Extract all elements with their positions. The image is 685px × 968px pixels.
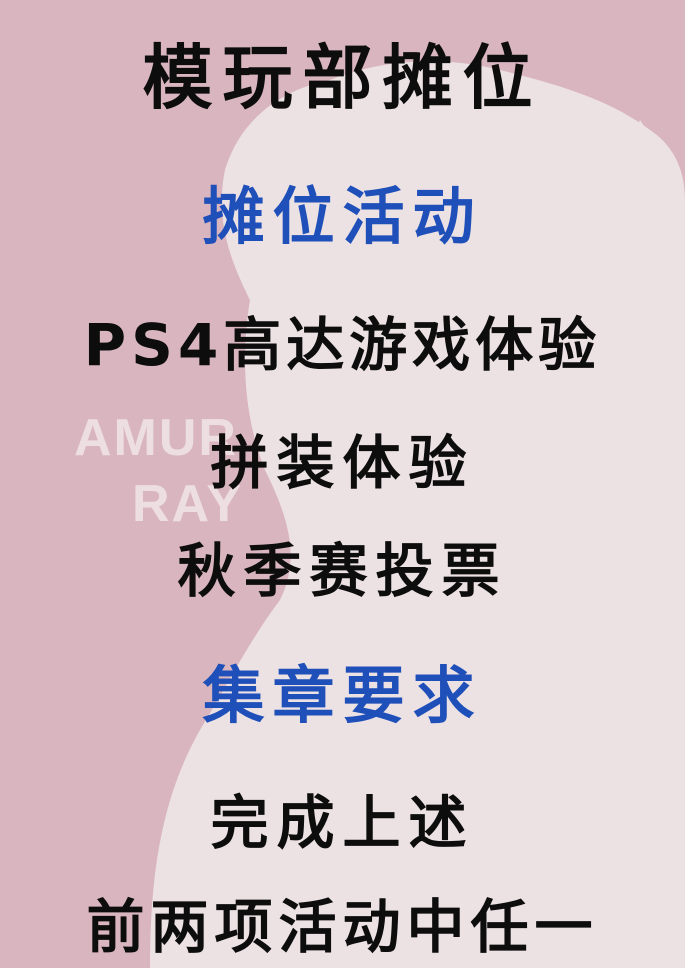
silhouette-hair-tip bbox=[630, 120, 664, 195]
background-text-ray: RAY bbox=[132, 475, 244, 533]
requirement-line-1: 完成上述 bbox=[210, 789, 475, 857]
activity-heading: 摊位活动 bbox=[202, 180, 483, 253]
silhouette-shape bbox=[150, 61, 685, 968]
activity-item-ps4-gundam-game: PS4高达游戏体验 bbox=[83, 311, 602, 379]
background-text-amur: AMUR bbox=[74, 409, 238, 467]
requirement-line-2: 前两项活动中任一 bbox=[86, 893, 599, 961]
activity-item-assembly: 拼装体验 bbox=[210, 429, 475, 497]
activity-item-autumn-vote: 秋季赛投票 bbox=[177, 537, 508, 605]
poster-title: 模玩部摊位 bbox=[142, 37, 543, 119]
stamp-requirement-heading: 集章要求 bbox=[202, 659, 483, 732]
